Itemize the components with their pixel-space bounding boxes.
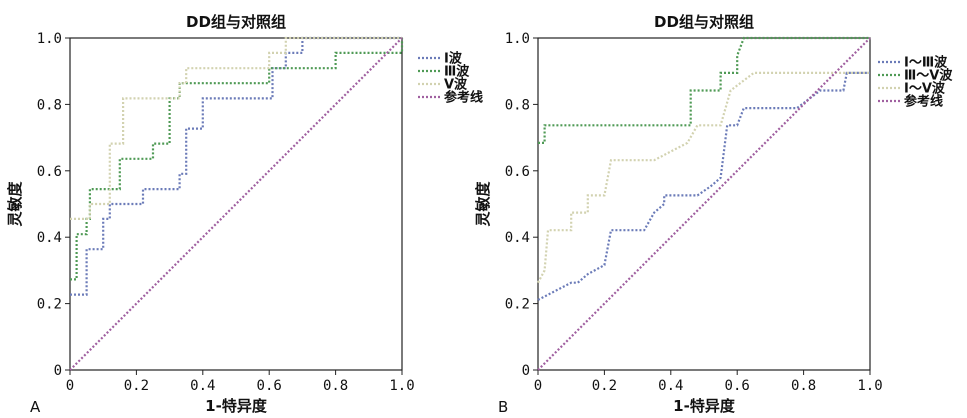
panel-b-x-tick-label-0: 0 [534,378,542,394]
panel-a-y-tick-label-3: 0.6 [37,164,62,180]
panel-b-series-line-1 [538,36,870,144]
panel-b-y-tick-label-2: 0.4 [505,230,530,246]
panel-a-chart-title: DD组与对照组 [186,13,286,31]
panel-a-y-tick-label-2: 0.4 [37,230,62,246]
panel-b-x-axis-label: 1-特异度 [673,397,736,415]
panel-a-x-tick-label-5: 1.0 [389,378,414,394]
panel-a-legend-label-0: Ⅰ波 [444,51,463,67]
panel-b-y-tick-label-0: 0 [522,363,530,379]
panel-b-x-tick-label-1: 0.2 [592,378,617,394]
panel-a-x-tick-label-2: 0.4 [190,378,215,394]
panel-a-panel-label: A [30,398,41,416]
panel-b-chart-title: DD组与对照组 [654,13,754,31]
panel-a-series-line-0 [70,36,402,296]
panel-b-panel-label: B [498,398,508,416]
panel-a-series-line-2 [70,36,402,220]
panel-b-series-line-2 [537,71,870,284]
panel-a-y-tick-label-5: 1.0 [37,31,62,47]
panel-b-y-tick-label-4: 0.8 [505,97,530,113]
panel-b-x-tick-label-4: 0.8 [791,378,816,394]
panel-b-legend-label-3: 参考线 [904,94,943,110]
panel-b-legend-label-1: Ⅲ～Ⅴ波 [904,68,953,84]
panel-a-x-tick-label-3: 0.6 [257,378,282,394]
panel-a-x-axis-label: 1-特异度 [205,397,268,415]
panel-a-plot-frame [69,37,403,371]
panel-b-y-axis-label: 灵敏度 [474,181,492,227]
panel-a-legend-label-1: Ⅲ波 [444,64,470,80]
panel-a-y-axis-label: 灵敏度 [6,181,24,227]
panel-b-x-tick-label-3: 0.6 [725,378,750,394]
panel-a-legend-label-3: 参考线 [444,90,483,106]
panel-b-plot-frame [537,37,871,371]
panel-a-y-tick-label-1: 0.2 [37,297,62,313]
panel-a-y-tick-label-4: 0.8 [37,97,62,113]
panel-b-y-tick-label-5: 1.0 [505,31,530,47]
panel-b-y-tick-label-3: 0.6 [505,164,530,180]
panel-b-y-tick-label-1: 0.2 [505,297,530,313]
panel-a-y-tick-label-0: 0 [54,363,62,379]
panel-b-x-tick-label-5: 1.0 [857,378,882,394]
panel-b-series-line-0 [537,71,870,301]
panel-b-x-tick-label-2: 0.4 [658,378,683,394]
panel-b-legend-label-2: Ⅰ～Ⅴ波 [904,81,946,97]
panel-a-legend-label-2: Ⅴ波 [444,77,468,93]
panel-a-x-tick-label-1: 0.2 [124,378,149,394]
panel-a-x-tick-label-4: 0.8 [323,378,348,394]
panel-b-legend-label-0: Ⅰ～Ⅲ波 [904,55,948,71]
panel-a-series-line-1 [70,38,404,281]
panel-a-x-tick-label-0: 0 [66,378,74,394]
